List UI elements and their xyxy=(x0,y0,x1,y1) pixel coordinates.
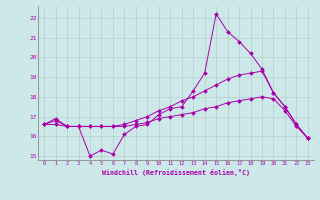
X-axis label: Windchill (Refroidissement éolien,°C): Windchill (Refroidissement éolien,°C) xyxy=(102,169,250,176)
